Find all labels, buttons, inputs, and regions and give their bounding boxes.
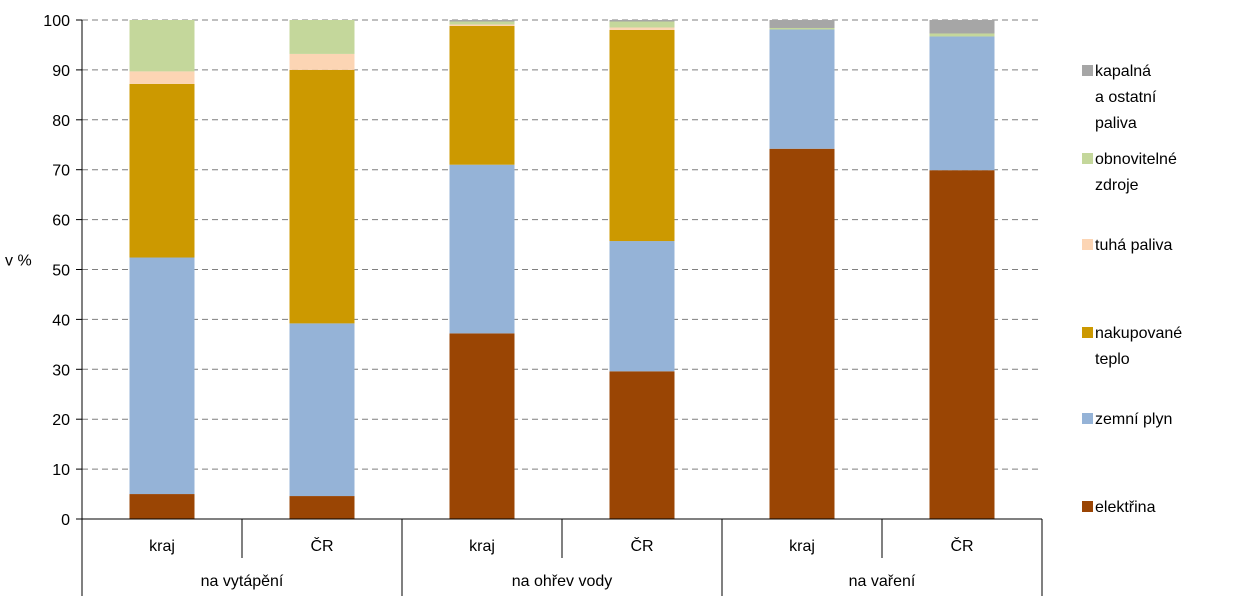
x-group-label: na ohřev vody — [512, 573, 613, 590]
legend-label: kapalná — [1095, 63, 1151, 80]
y-tick-label: 60 — [52, 213, 70, 230]
y-tick-label: 30 — [52, 362, 70, 379]
legend-swatch — [1082, 501, 1093, 512]
legend-swatch — [1082, 327, 1093, 338]
bar-segment — [769, 27, 835, 30]
bar-segment — [289, 53, 355, 70]
legend-swatch — [1082, 239, 1093, 250]
y-tick-label: 40 — [52, 312, 70, 329]
legend-label: tuhá paliva — [1095, 237, 1172, 254]
bar-segment — [609, 241, 675, 372]
bar-segment — [769, 148, 835, 519]
x-category-label: kraj — [789, 538, 815, 555]
legend-label: nakupované — [1095, 325, 1182, 342]
legend-swatch — [1082, 153, 1093, 164]
y-tick-label: 100 — [43, 13, 70, 30]
bar-segment — [929, 36, 995, 171]
x-category-label: kraj — [149, 538, 175, 555]
bar-segment — [449, 24, 515, 26]
legend-label: paliva — [1095, 115, 1137, 132]
x-group-label: na vaření — [849, 573, 916, 590]
bar-segment — [449, 21, 515, 25]
bar-segment — [129, 20, 195, 72]
bar-segment — [929, 33, 995, 37]
bar-segment — [609, 21, 675, 28]
y-tick-label: 10 — [52, 462, 70, 479]
x-category-label: ČR — [310, 536, 333, 555]
y-tick-label: 50 — [52, 263, 70, 280]
bar-segment — [289, 20, 355, 54]
x-category-label: ČR — [950, 536, 973, 555]
x-group-label: na vytápění — [201, 573, 284, 590]
bar-segment — [289, 496, 355, 519]
legend-label: obnovitelné — [1095, 151, 1177, 168]
x-category-label: kraj — [469, 538, 495, 555]
x-axis: kraj ČR kraj ČR kraj ČR na vytápění na ohřev vo… — [81, 518, 1043, 596]
y-tick-label: 90 — [52, 63, 70, 80]
bar-segment — [449, 333, 515, 519]
x-category-label: ČR — [630, 536, 653, 555]
legend-swatch — [1082, 65, 1093, 76]
y-tick-label: 70 — [52, 163, 70, 180]
y-tick-label: 0 — [61, 512, 70, 529]
bar-segment — [129, 494, 195, 519]
y-axis: 0 10 20 30 40 50 60 70 80 90 100 — [43, 13, 83, 529]
legend: kapalná a ostatní paliva obnovitelné zdroje t… — [1082, 63, 1182, 516]
legend-label: zdroje — [1095, 177, 1139, 194]
y-tick-label: 80 — [52, 113, 70, 130]
bar-segment — [129, 83, 195, 258]
bar-segment — [609, 27, 675, 30]
legend-swatch — [1082, 413, 1093, 424]
legend-label: teplo — [1095, 351, 1130, 368]
bar-segment — [769, 20, 835, 28]
bar-segment — [609, 29, 675, 242]
bar-segment — [929, 20, 995, 34]
bar-segment — [609, 20, 675, 22]
bar-segment — [769, 29, 835, 149]
bar-segment — [289, 69, 355, 324]
bar-segment — [449, 20, 515, 22]
bar-segment — [929, 170, 995, 519]
bars — [129, 20, 995, 519]
legend-label: a ostatní — [1095, 89, 1157, 106]
bar-segment — [449, 25, 515, 165]
legend-label: elektřina — [1095, 499, 1156, 516]
legend-label: zemní plyn — [1095, 411, 1172, 428]
bar-segment — [129, 71, 195, 84]
bar-segment — [449, 164, 515, 334]
bar-segment — [289, 323, 355, 497]
bar-segment — [129, 257, 195, 495]
gridlines — [82, 19, 1042, 470]
y-tick-label: 20 — [52, 412, 70, 429]
bar-segment — [609, 371, 675, 519]
y-axis-label: v % — [5, 253, 32, 270]
